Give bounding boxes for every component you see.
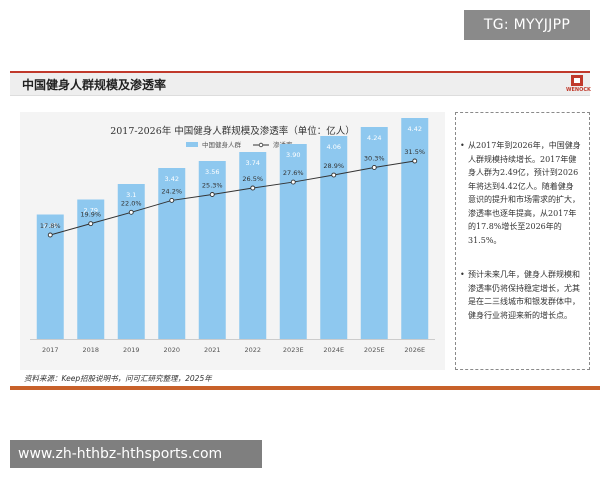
bar-value-label: 2.49 <box>43 222 57 230</box>
penetration-line <box>50 160 415 236</box>
line-point <box>47 232 53 238</box>
line-value-label: 26.5% <box>242 175 263 183</box>
logo-text: WENOCK <box>566 87 591 93</box>
x-tick-label: 2018 <box>82 346 99 354</box>
line-point <box>412 158 418 164</box>
bar-value-label: 4.24 <box>367 134 381 142</box>
bar-value-label: 4.06 <box>327 143 341 151</box>
bar-2022 <box>239 152 267 339</box>
line-point <box>290 179 296 185</box>
note-2-text: 预计未来几年，健身人群规模和渗透率仍将保持稳定增长，尤其是在二三线城市和银发群体… <box>468 270 580 320</box>
bar-2026E <box>401 118 429 339</box>
watermark: www.zh-hthbz-hthsports.com <box>10 440 262 468</box>
bar-value-label: 4.42 <box>408 125 422 133</box>
line-value-label: 19.9% <box>80 211 101 219</box>
bar-2023E <box>279 144 307 339</box>
chart-panel: 2017-2026年 中国健身人群规模及渗透率（单位：亿人）中国健身人群渗透率2… <box>20 112 445 370</box>
note-1: • 从2017年到2026年，中国健身人群规模持续增长。2017年健身人群为2.4… <box>460 141 581 245</box>
x-tick-label: 2023E <box>283 346 304 354</box>
bar-2025E <box>360 127 388 339</box>
bar-value-label: 2.79 <box>84 207 98 215</box>
bar-value-label: 3.42 <box>165 175 179 183</box>
line-point <box>371 165 377 170</box>
x-tick-label: 2026E <box>404 346 425 354</box>
x-tick-label: 2024E <box>323 346 344 354</box>
note-1-text: 从2017年到2026年，中国健身人群规模持续增长。2017年健身人群为2.49… <box>468 141 581 245</box>
source-note: 资料来源：Keep招股说明书，问可汇研究整理，2025年 <box>24 374 212 383</box>
footer-bar <box>10 386 600 390</box>
x-tick-label: 2025E <box>364 346 385 354</box>
line-value-label: 22.0% <box>121 199 142 207</box>
brand-logo: WENOCK <box>566 74 591 94</box>
x-tick-label: 2022 <box>244 346 261 354</box>
tg-badge: TG: MYYJJPP <box>464 10 590 40</box>
bar-value-label: 3.56 <box>205 168 219 176</box>
bar-value-label: 3.1 <box>126 191 136 199</box>
line-value-label: 27.6% <box>283 169 304 177</box>
x-tick-label: 2019 <box>123 346 140 354</box>
line-value-label: 30.3% <box>364 154 385 162</box>
bar-value-label: 3.74 <box>246 159 260 167</box>
line-point <box>88 221 94 227</box>
line-value-label: 25.3% <box>202 181 223 189</box>
x-tick-label: 2021 <box>204 346 221 354</box>
x-tick-label: 2020 <box>163 346 180 354</box>
x-tick-label: 2017 <box>42 346 59 354</box>
chart-title: 2017-2026年 中国健身人群规模及渗透率（单位：亿人） <box>110 125 355 137</box>
bar-value-label: 3.90 <box>286 151 300 159</box>
line-value-label: 24.2% <box>161 187 182 195</box>
bar-2018 <box>77 199 105 339</box>
line-value-label: 17.8% <box>40 222 61 230</box>
bar-2024E <box>320 136 348 339</box>
line-value-label: 31.5% <box>404 148 425 156</box>
note-2: • 预计未来几年，健身人群规模和渗透率仍将保持稳定增长，尤其是在二三线城市和银发群… <box>460 270 580 320</box>
line-value-label: 28.9% <box>323 162 344 170</box>
legend-bar-swatch <box>186 142 198 147</box>
legend-bar-label: 中国健身人群 <box>202 140 242 149</box>
line-point <box>209 192 215 197</box>
line-point <box>128 209 134 215</box>
legend-line-marker <box>258 142 264 148</box>
line-point <box>169 197 175 203</box>
bar-2021 <box>198 161 226 339</box>
chart-svg: 2017-2026年 中国健身人群规模及渗透率（单位：亿人）中国健身人群渗透率2… <box>30 118 435 354</box>
page-title: 中国健身人群规模及渗透率 <box>22 78 167 92</box>
line-point <box>331 172 337 178</box>
section-header: 中国健身人群规模及渗透率 WENOCK <box>10 71 591 96</box>
bar-2020 <box>158 168 186 339</box>
line-point <box>250 185 256 191</box>
notes-panel: • 从2017年到2026年，中国健身人群规模持续增长。2017年健身人群为2.4… <box>455 112 590 370</box>
